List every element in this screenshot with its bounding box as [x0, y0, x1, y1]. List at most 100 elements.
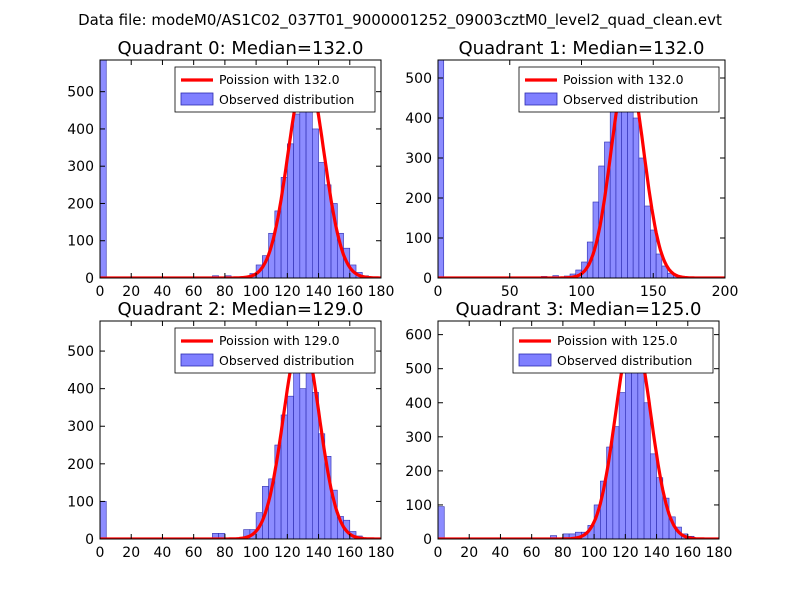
x-tick-label: 0 — [96, 545, 105, 561]
x-tick-label: 50 — [501, 284, 519, 300]
histogram-bar — [438, 60, 445, 278]
y-tick-label: 200 — [405, 464, 432, 480]
x-tick-label: 120 — [274, 545, 301, 561]
x-tick-label: 140 — [305, 284, 332, 300]
legend-bar-swatch — [180, 92, 214, 106]
legend: Poission with 132.0 Observed distribution — [174, 66, 376, 113]
plot-area — [438, 60, 725, 278]
y-tick-label: 500 — [405, 71, 432, 87]
panel-quadrant-2: Quadrant 2: Median=129.00 20 40 60 80 100 120 1… — [67, 299, 394, 561]
poisson-line — [438, 329, 719, 539]
histogram-bar — [287, 143, 294, 278]
y-tick-label: 300 — [67, 159, 94, 175]
histogram-bar — [637, 347, 645, 539]
x-tick-label: 80 — [216, 284, 234, 300]
histogram-bar — [550, 535, 557, 539]
legend: Poission with 132.0 Observed distribution — [518, 66, 720, 113]
histogram-bar — [312, 128, 319, 278]
x-tick-label: 160 — [674, 545, 701, 561]
x-tick-label: 100 — [243, 284, 270, 300]
y-tick-label: 0 — [85, 532, 94, 548]
y-tick-label: 600 — [405, 328, 432, 344]
y-tick-label: 500 — [67, 85, 94, 101]
histogram-bar — [618, 392, 626, 539]
histogram-bar — [661, 265, 668, 278]
x-tick-label: 140 — [305, 545, 332, 561]
legend: Poission with 125.0 Observed distribution — [512, 327, 714, 374]
panel-quadrant-1: Quadrant 1: Median=132.0 0 50 100 150 200 0 100… — [405, 38, 738, 300]
histogram-bar — [438, 506, 445, 539]
x-tick-label: 20 — [122, 284, 140, 300]
x-tick-label: 60 — [523, 545, 541, 561]
y-tick-label: 400 — [405, 396, 432, 412]
legend: Poission with 129.0 Observed distribution — [174, 327, 376, 374]
histogram-bar — [299, 388, 307, 539]
panel-title: Quadrant 0: Median=132.0 — [118, 38, 364, 59]
y-tick-label: 0 — [423, 532, 432, 548]
legend-entry-poisson: Poission with 132.0 — [563, 72, 684, 87]
x-tick-label: 40 — [154, 284, 172, 300]
y-tick-label: 100 — [67, 494, 94, 510]
x-tick-label: 200 — [712, 284, 739, 300]
x-tick-label: 100 — [581, 545, 608, 561]
x-tick-label: 0 — [434, 545, 443, 561]
y-tick-label: 200 — [405, 191, 432, 207]
x-tick-label: 120 — [274, 284, 301, 300]
x-tick-label: 120 — [612, 545, 639, 561]
x-tick-label: 60 — [185, 284, 203, 300]
axes-frame — [99, 59, 382, 279]
x-tick-label: 0 — [434, 284, 443, 300]
x-tick-label: 160 — [336, 284, 363, 300]
legend-bar-swatch — [180, 353, 214, 367]
y-tick-label: 400 — [67, 382, 94, 398]
y-tick-label: 200 — [67, 196, 94, 212]
histogram-bar — [100, 60, 107, 278]
figure-suptitle: Data file: modeM0/AS1C02_037T01_90000012… — [78, 11, 722, 30]
legend-entry-observed: Observed distribution — [219, 92, 354, 107]
histogram-bar — [318, 162, 326, 278]
y-tick-label: 400 — [67, 122, 94, 138]
histogram-bar — [650, 453, 657, 539]
histogram-bar — [632, 117, 640, 278]
x-tick-label: 80 — [554, 545, 572, 561]
y-tick-label: 100 — [405, 498, 432, 514]
x-tick-label: 180 — [368, 284, 395, 300]
legend-entry-poisson: Poission with 125.0 — [557, 333, 678, 348]
histogram-bar — [305, 106, 313, 278]
x-tick-label: 40 — [154, 545, 172, 561]
x-tick-label: 40 — [492, 545, 510, 561]
panel-title: Quadrant 1: Median=132.0 — [459, 38, 705, 59]
histogram-bar — [612, 426, 620, 539]
y-tick-label: 100 — [67, 234, 94, 250]
histogram-bar — [655, 253, 663, 278]
x-tick-label: 180 — [368, 545, 395, 561]
y-tick-label: 300 — [405, 151, 432, 167]
x-tick-label: 0 — [96, 284, 105, 300]
axes-frame — [99, 320, 382, 540]
panel-quadrant-3: Quadrant 3: Median=125.00 20 40 60 80 100 120 1… — [405, 299, 732, 561]
histogram-bar — [631, 361, 639, 539]
x-tick-label: 150 — [640, 284, 667, 300]
histogram-bar — [293, 358, 301, 539]
histogram-bar — [625, 354, 632, 539]
panels: Quadrant 0: Median=132.00 20 40 60 80 100 120 1… — [67, 38, 738, 561]
x-tick-label: 140 — [643, 545, 670, 561]
legend-entry-observed: Observed distribution — [563, 92, 698, 107]
panel-quadrant-0: Quadrant 0: Median=132.00 20 40 60 80 100 120 1… — [67, 38, 394, 300]
histogram-bar — [627, 101, 634, 278]
panel-title: Quadrant 3: Median=125.0 — [456, 299, 702, 320]
histogram-bar — [287, 395, 294, 539]
y-tick-label: 300 — [405, 430, 432, 446]
y-tick-label: 500 — [405, 362, 432, 378]
y-tick-label: 500 — [67, 344, 94, 360]
histogram-bar — [100, 501, 107, 539]
legend-entry-observed: Observed distribution — [557, 353, 692, 368]
x-tick-label: 60 — [185, 545, 203, 561]
plot-area — [438, 329, 719, 539]
y-tick-label: 0 — [85, 271, 94, 287]
y-tick-label: 100 — [405, 231, 432, 247]
x-tick-label: 80 — [216, 545, 234, 561]
x-tick-label: 180 — [706, 545, 733, 561]
legend-bar-swatch — [518, 353, 552, 367]
